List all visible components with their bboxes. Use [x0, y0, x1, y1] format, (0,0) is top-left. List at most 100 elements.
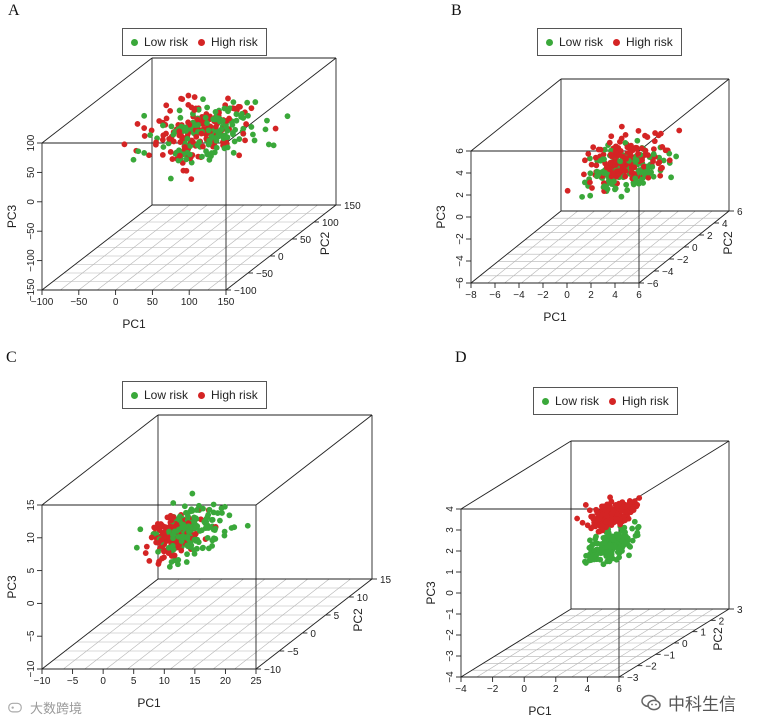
- y-tick-label: −5: [287, 647, 299, 658]
- data-point: [638, 176, 645, 183]
- data-point: [650, 173, 657, 180]
- box-edge: [225, 204, 337, 291]
- data-point: [629, 505, 636, 512]
- z-axis-title: PC3: [5, 575, 19, 599]
- data-point: [228, 525, 235, 531]
- z-tick-label: 0: [26, 600, 37, 606]
- data-point: [194, 545, 200, 552]
- data-point: [141, 125, 148, 131]
- data-point: [597, 546, 604, 553]
- data-point: [137, 526, 144, 533]
- data-point: [607, 494, 613, 501]
- data-point: [587, 179, 593, 186]
- z-tick-label: 2: [455, 192, 466, 198]
- data-point: [592, 154, 599, 161]
- data-point: [617, 158, 623, 165]
- data-point: [209, 542, 216, 549]
- data-point: [179, 96, 186, 102]
- data-point: [146, 557, 153, 564]
- y-tick-label: 6: [737, 207, 743, 218]
- data-point: [238, 111, 245, 117]
- data-point: [213, 144, 220, 151]
- data-point: [251, 137, 258, 144]
- data-point: [200, 505, 206, 512]
- watermark-left: 大数跨境: [6, 698, 82, 717]
- data-point: [218, 126, 225, 133]
- data-point: [651, 138, 658, 145]
- box-edge: [41, 414, 159, 506]
- y-tick-label: 0: [682, 639, 688, 650]
- y-tick-label: 50: [300, 235, 312, 246]
- legend-item-high: High risk: [609, 394, 669, 408]
- data-point: [133, 544, 140, 551]
- x-tick-label: −100: [31, 297, 54, 308]
- data-point: [159, 122, 166, 129]
- data-point: [593, 162, 600, 169]
- data-point: [622, 168, 629, 175]
- data-point: [645, 169, 652, 176]
- legend-d: Low risk High risk: [533, 387, 678, 415]
- data-point: [607, 151, 614, 158]
- z-tick-label: −6: [455, 277, 466, 289]
- data-point: [176, 132, 183, 139]
- data-point: [231, 138, 238, 145]
- data-point: [121, 141, 128, 148]
- watermark-right-text: 中科生信: [668, 695, 736, 714]
- data-point: [233, 117, 240, 124]
- data-point: [645, 174, 652, 181]
- floor-gridline: [571, 210, 662, 284]
- data-point: [650, 158, 656, 165]
- legend-high-label: High risk: [626, 35, 673, 49]
- data-point: [157, 521, 164, 527]
- data-point: [587, 155, 593, 162]
- data-point: [210, 509, 217, 516]
- legend-high-marker: [609, 397, 617, 405]
- data-point: [199, 153, 205, 160]
- data-point: [236, 152, 243, 159]
- data-point: [175, 157, 182, 164]
- data-point: [177, 139, 184, 146]
- data-point: [170, 138, 177, 145]
- data-point: [217, 118, 223, 125]
- data-point: [169, 156, 176, 162]
- data-point: [183, 509, 189, 516]
- data-point: [225, 95, 231, 102]
- data-point: [181, 503, 188, 510]
- x-tick-label: 20: [220, 676, 232, 687]
- y-tick-label: 4: [722, 219, 728, 230]
- z-tick-label: −50: [26, 222, 37, 239]
- data-point: [134, 121, 141, 127]
- legend-low-marker: [546, 38, 553, 46]
- data-point: [192, 515, 199, 522]
- panel-label-a: A: [8, 2, 20, 19]
- data-point: [635, 150, 641, 157]
- data-point: [177, 152, 183, 159]
- data-point: [160, 132, 167, 139]
- data-point: [617, 148, 624, 154]
- z-tick-label: −4: [445, 671, 456, 683]
- z-tick-label: −5: [26, 630, 37, 642]
- data-point: [581, 171, 587, 178]
- data-point: [607, 159, 614, 166]
- legend-high-label: High risk: [211, 35, 258, 49]
- data-point: [634, 137, 641, 144]
- box-edge: [41, 578, 159, 670]
- legend-item-high: High risk: [198, 35, 258, 49]
- data-point: [264, 117, 270, 124]
- watermark-logo-icon: [8, 702, 22, 712]
- legend-high-label: High risk: [211, 388, 258, 402]
- data-point: [165, 140, 172, 147]
- data-point: [209, 516, 216, 523]
- data-point: [178, 538, 185, 545]
- data-point: [141, 133, 148, 139]
- data-point: [146, 152, 152, 159]
- data-point: [601, 156, 607, 163]
- data-point: [204, 534, 211, 541]
- y-tick-label: −2: [645, 662, 657, 673]
- data-point: [210, 535, 217, 542]
- z-tick-label: −150: [26, 278, 37, 301]
- y-tick-label: 5: [334, 611, 340, 622]
- data-point: [188, 506, 195, 513]
- data-point: [185, 101, 192, 108]
- data-point: [199, 527, 205, 534]
